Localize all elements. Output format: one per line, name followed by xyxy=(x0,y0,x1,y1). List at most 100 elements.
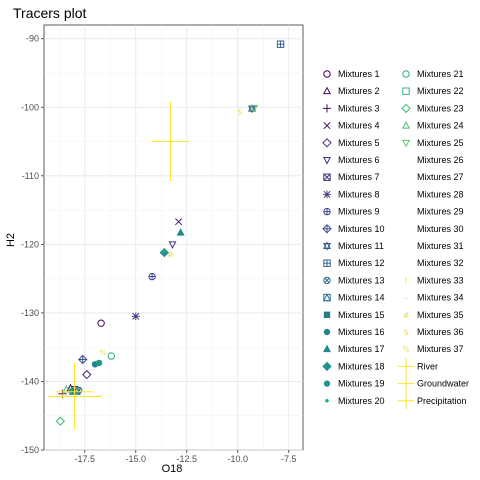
legend-key xyxy=(397,392,415,410)
legend-label: Mixtures 4 xyxy=(338,121,380,131)
legend-item-mixtures-8: Mixtures 8 xyxy=(323,189,380,199)
legend-label: Mixtures 22 xyxy=(417,86,464,96)
legend-key xyxy=(397,375,415,392)
x-tick-label: -12.5 xyxy=(176,454,197,464)
y-tick-label: -150 xyxy=(21,445,39,455)
svg-text:%: % xyxy=(402,345,410,354)
legend-key xyxy=(397,358,415,375)
legend-label: Mixtures 2 xyxy=(338,86,380,96)
legend-item-mixtures-10: Mixtures 10 xyxy=(322,224,385,234)
legend-item-mixtures-20: Mixtures 20 xyxy=(325,396,385,406)
legend-item-mixtures-9: Mixtures 9 xyxy=(323,207,380,217)
legend-key xyxy=(323,380,331,387)
legend-label: Mixtures 28 xyxy=(417,189,464,199)
legend-label: Mixtures 17 xyxy=(338,344,385,354)
legend-key xyxy=(323,328,331,336)
legend-label: Mixtures 32 xyxy=(417,258,464,268)
legend-key xyxy=(322,104,332,113)
legend-key xyxy=(322,157,332,165)
point-mixtures-37: % xyxy=(99,349,107,358)
svg-text:#: # xyxy=(403,311,410,320)
legend-key xyxy=(323,276,331,285)
legend-item-mixtures-23: Mixtures 23 xyxy=(401,103,464,113)
point-mixtures-35: # xyxy=(167,251,174,260)
legend-label: Mixtures 24 xyxy=(417,121,464,131)
legend-item-mixtures-29: Mixtures 29 xyxy=(417,207,464,217)
legend-item-mixtures-33: ! Mixtures 33 xyxy=(404,275,463,285)
legend-label: Mixtures 14 xyxy=(338,293,385,303)
point-mixtures-20 xyxy=(162,249,167,253)
legend-item-mixtures-11: Mixtures 11 xyxy=(322,241,384,251)
legend-item-mixtures-15: Mixtures 15 xyxy=(323,310,385,320)
point-mixtures-34: - xyxy=(65,391,68,400)
x-tick-label: -10.0 xyxy=(227,454,248,464)
legend-item-mixtures-3: Mixtures 3 xyxy=(322,103,380,113)
legend-item-mixtures-17: Mixtures 17 xyxy=(322,344,385,354)
legend-item-mixtures-16: Mixtures 16 xyxy=(323,327,385,337)
legend-key xyxy=(322,241,332,251)
legend-item-mixtures-19: Mixtures 19 xyxy=(323,379,385,389)
chart-title: Tracers plot xyxy=(13,5,87,21)
point-mixtures-5 xyxy=(82,369,92,380)
data-marks: !-#$% xyxy=(48,40,285,430)
point-mixtures-1 xyxy=(97,319,105,327)
svg-text:-: - xyxy=(405,294,408,303)
x-tick-label: -15.0 xyxy=(126,454,147,464)
legend-key xyxy=(402,87,410,95)
legend-label: Mixtures 36 xyxy=(417,327,464,337)
legend-label: Mixtures 1 xyxy=(338,69,380,79)
legend-label: Mixtures 9 xyxy=(338,207,380,217)
point-mixtures-17 xyxy=(176,228,185,236)
legend-item-mixtures-5: Mixtures 5 xyxy=(322,138,380,148)
legend-label: Mixtures 15 xyxy=(338,310,385,320)
legend-label: Mixtures 35 xyxy=(417,310,464,320)
x-axis-ticks: -17.5 -15.0 -12.5 -10.0 -7.5 xyxy=(75,450,296,464)
legend-item-mixtures-37: % Mixtures 37 xyxy=(402,344,463,354)
legend-item-mixtures-2: Mixtures 2 xyxy=(322,86,380,96)
legend-key xyxy=(322,138,332,148)
point-mixtures-10 xyxy=(78,354,88,365)
legend-item-mixtures-13: Mixtures 13 xyxy=(323,275,385,285)
legend-key xyxy=(402,70,410,78)
legend-label: Groundwater xyxy=(417,379,469,389)
legend-key xyxy=(323,259,331,267)
legend-key xyxy=(322,361,332,372)
point-mixtures-4 xyxy=(175,218,183,226)
legend-item-mixtures-35: # Mixtures 35 xyxy=(403,310,464,320)
legend-label: Mixtures 23 xyxy=(417,103,464,113)
svg-text:-: - xyxy=(65,391,68,400)
legend-item-mixtures-14: Mixtures 14 xyxy=(322,293,385,303)
legend-item-mixtures-1: Mixtures 1 xyxy=(323,69,380,79)
svg-text:%: % xyxy=(99,349,107,358)
legend-item-mixtures-28: Mixtures 28 xyxy=(417,189,464,199)
legend-item-mixtures-32: Mixtures 32 xyxy=(417,258,464,268)
legend-label: Mixtures 27 xyxy=(417,172,464,182)
legend-label: Mixtures 25 xyxy=(417,138,464,148)
legend-item-mixtures-6: Mixtures 6 xyxy=(322,155,380,165)
legend-label: Mixtures 33 xyxy=(417,275,464,285)
legend-key: % xyxy=(402,345,410,354)
point-mixtures-9 xyxy=(148,272,156,281)
legend-label: Mixtures 8 xyxy=(338,189,380,199)
legend-item-groundwater: Groundwater xyxy=(397,375,469,392)
legend-key xyxy=(323,190,331,199)
legend-key xyxy=(322,293,332,302)
legend-key xyxy=(323,311,331,318)
legend-label: Mixtures 16 xyxy=(338,327,385,337)
legend-key: $ xyxy=(403,328,408,337)
point-mixtures-23 xyxy=(55,416,66,426)
point-mixtures-11 xyxy=(247,104,257,114)
legend-key xyxy=(323,207,331,216)
legend-key xyxy=(322,344,332,353)
legend-item-mixtures-25: Mixtures 25 xyxy=(401,138,464,148)
legend-label: Precipitation xyxy=(417,396,467,406)
y-tick-label: -100 xyxy=(21,102,39,112)
legend-label: Mixtures 6 xyxy=(338,155,380,165)
point-mixtures-25 xyxy=(250,104,259,113)
legend-label: Mixtures 13 xyxy=(338,275,385,285)
legend-item-mixtures-26: Mixtures 26 xyxy=(417,155,464,165)
legend-item-mixtures-7: Mixtures 7 xyxy=(323,172,380,182)
legend-label: Mixtures 21 xyxy=(417,69,464,79)
legend-key: - xyxy=(405,294,408,303)
